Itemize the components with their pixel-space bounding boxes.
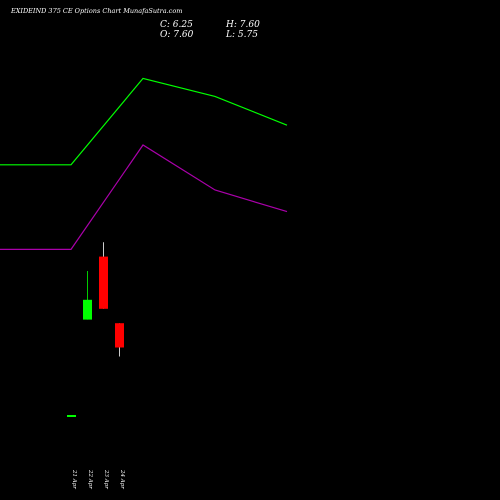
ohlc-close: C: 6.25 [160,20,193,30]
low-label: L: [226,30,236,40]
x-tick-label: 21 Apr [71,469,77,489]
low-value: 5.75 [237,30,258,40]
overlay-lines [0,77,288,250]
open-value: 7.60 [173,30,194,40]
open-label: O: [160,30,171,40]
candle-body [67,415,76,417]
candle-body [83,299,92,320]
high-label: H: [226,20,237,30]
close-value: 6.25 [172,20,193,30]
candle-21-apr [67,415,76,417]
close-label: C: [160,20,170,30]
ohlc-low: L: 5.75 [226,30,258,40]
x-tick-label: 22 Apr [87,469,93,489]
x-axis-ticks: 21 Apr 22 Apr 23 Apr 24 Apr [71,469,125,489]
candle-body [99,256,108,309]
overlay-line-2 [0,144,288,250]
candle-24-apr [115,323,124,357]
x-tick-label: 23 Apr [103,469,109,489]
ohlc-high: H: 7.60 [226,20,260,30]
x-tick-label: 24 Apr [119,469,125,489]
candle-22-apr [83,271,92,320]
overlay-line-1 [0,77,288,166]
candle-body [115,323,124,348]
chart-title: EXIDEIND 375 CE Options Chart MunafaSutr… [11,7,183,15]
ohlc-open: O: 7.60 [160,30,193,40]
candle-23-apr [99,242,108,309]
candles [67,242,124,417]
high-value: 7.60 [239,20,260,30]
